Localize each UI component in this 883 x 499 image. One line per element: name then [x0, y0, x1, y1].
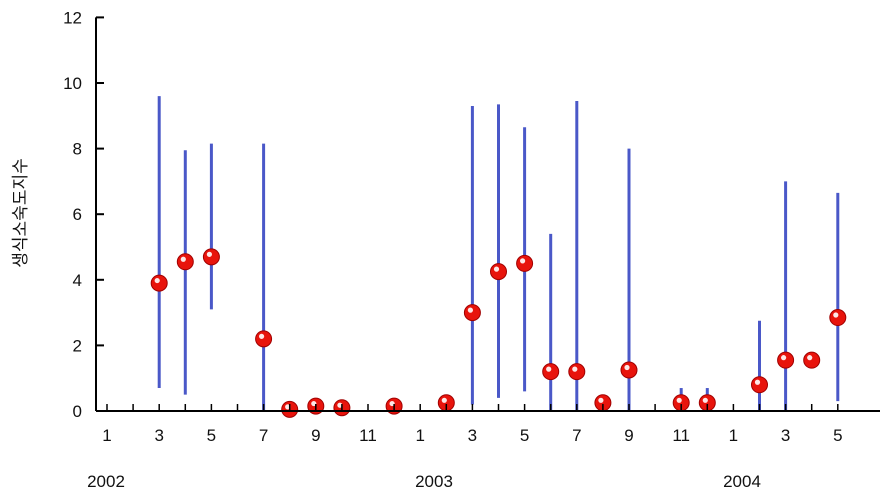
y-tick-label: 8: [73, 140, 82, 159]
year-label: 2003: [415, 472, 453, 491]
x-tick-label: 5: [207, 426, 216, 445]
data-point-highlight: [493, 266, 500, 272]
x-tick-label: 11: [359, 426, 377, 445]
y-tick-label: 4: [73, 271, 82, 290]
data-point: [777, 351, 795, 369]
data-point: [490, 263, 507, 281]
data-point-highlight: [154, 277, 160, 284]
data-point: [255, 330, 273, 348]
data-point-highlight: [833, 312, 839, 318]
data-point-highlight: [467, 307, 473, 313]
y-tick-label: 12: [63, 8, 82, 27]
data-point: [463, 304, 481, 322]
data-point: [568, 363, 586, 381]
data-point: [620, 361, 638, 379]
data-point: [516, 254, 534, 272]
y-ticks: 0 2 4 6 8 10 12: [63, 8, 104, 421]
data-point-highlight: [754, 379, 761, 385]
data-point-highlight: [702, 397, 708, 403]
data-point: [542, 363, 560, 381]
data-point: [803, 351, 821, 369]
y-tick-label: 2: [73, 336, 82, 355]
data-point: [150, 274, 168, 292]
year-label: 2002: [87, 472, 125, 491]
x-tick-label: 5: [520, 426, 529, 445]
data-point-highlight: [206, 251, 212, 257]
data-point-highlight: [781, 355, 787, 361]
data-point-highlight: [676, 397, 682, 403]
x-tick-label: 11: [672, 426, 690, 445]
x-tick-label: 7: [572, 426, 581, 445]
x-ticks: 1 3 5 7 9 11 1 3 5 7 9 11 1 3 5: [102, 404, 843, 445]
x-tick-label: 5: [833, 426, 842, 445]
data-point: [751, 376, 768, 394]
y-tick-label: 6: [73, 205, 82, 224]
x-tick-label: 1: [729, 426, 738, 445]
x-tick-label: 1: [415, 426, 424, 445]
year-labels: 2002 2003 2004: [87, 472, 761, 491]
x-tick-label: 7: [259, 426, 268, 445]
data-point-highlight: [441, 397, 447, 403]
error-bars: [157, 96, 840, 411]
x-tick-label: 3: [781, 426, 790, 445]
data-point: [176, 253, 194, 271]
y-tick-label: 10: [63, 74, 82, 93]
x-tick-label: 1: [102, 426, 111, 445]
data-point-highlight: [546, 366, 552, 372]
year-label: 2004: [723, 472, 761, 491]
data-point-highlight: [259, 333, 265, 339]
x-tick-label: 3: [468, 426, 477, 445]
data-point: [202, 248, 220, 266]
x-tick-label: 3: [154, 426, 163, 445]
x-tick-label: 9: [311, 426, 320, 445]
data-point-highlight: [520, 258, 526, 264]
x-tick-label: 9: [624, 426, 633, 445]
data-point-highlight: [180, 256, 186, 262]
data-point-highlight: [598, 397, 604, 403]
data-point-highlight: [572, 366, 578, 372]
data-point-highlight: [807, 355, 813, 361]
data-point: [829, 309, 847, 327]
y-axis-label: 생식소숙도지수: [11, 158, 31, 267]
y-tick-label: 0: [73, 402, 82, 421]
data-point-highlight: [624, 364, 630, 371]
